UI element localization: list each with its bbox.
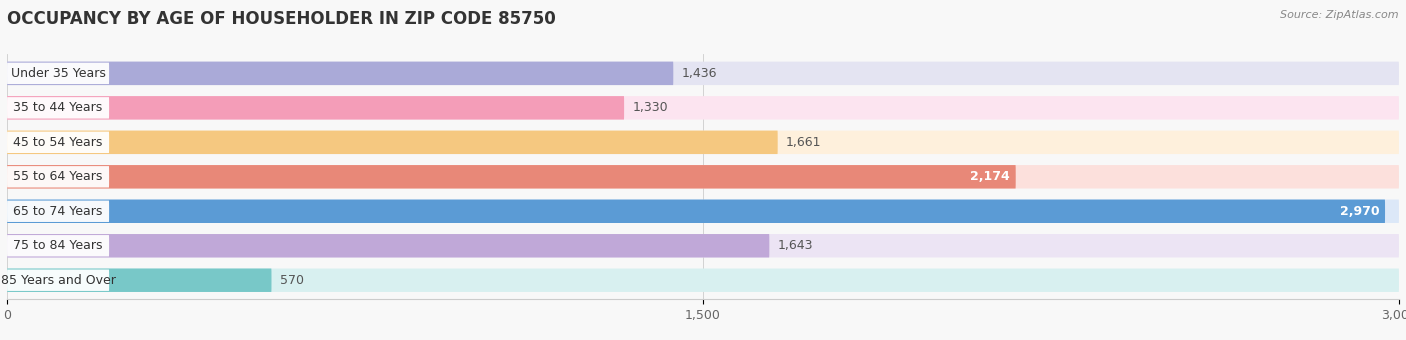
Text: 55 to 64 Years: 55 to 64 Years <box>14 170 103 183</box>
FancyBboxPatch shape <box>7 201 110 222</box>
FancyBboxPatch shape <box>7 96 624 120</box>
FancyBboxPatch shape <box>7 131 778 154</box>
Text: 1,643: 1,643 <box>778 239 813 252</box>
FancyBboxPatch shape <box>7 269 271 292</box>
Text: 45 to 54 Years: 45 to 54 Years <box>14 136 103 149</box>
FancyBboxPatch shape <box>7 97 110 119</box>
FancyBboxPatch shape <box>7 132 110 153</box>
FancyBboxPatch shape <box>7 166 110 187</box>
Text: 2,970: 2,970 <box>1340 205 1379 218</box>
FancyBboxPatch shape <box>7 234 1399 257</box>
FancyBboxPatch shape <box>7 270 110 291</box>
Text: 1,661: 1,661 <box>786 136 821 149</box>
Text: 1,436: 1,436 <box>682 67 717 80</box>
FancyBboxPatch shape <box>7 200 1399 223</box>
Text: Under 35 Years: Under 35 Years <box>11 67 105 80</box>
Text: 35 to 44 Years: 35 to 44 Years <box>14 101 103 114</box>
FancyBboxPatch shape <box>7 62 1399 85</box>
FancyBboxPatch shape <box>7 200 1385 223</box>
FancyBboxPatch shape <box>7 131 1399 154</box>
Text: OCCUPANCY BY AGE OF HOUSEHOLDER IN ZIP CODE 85750: OCCUPANCY BY AGE OF HOUSEHOLDER IN ZIP C… <box>7 10 555 28</box>
FancyBboxPatch shape <box>7 63 110 84</box>
Text: 570: 570 <box>280 274 304 287</box>
FancyBboxPatch shape <box>7 165 1015 188</box>
FancyBboxPatch shape <box>7 234 769 257</box>
Text: 65 to 74 Years: 65 to 74 Years <box>14 205 103 218</box>
Text: 2,174: 2,174 <box>970 170 1010 183</box>
Text: Source: ZipAtlas.com: Source: ZipAtlas.com <box>1281 10 1399 20</box>
FancyBboxPatch shape <box>7 235 110 256</box>
FancyBboxPatch shape <box>7 269 1399 292</box>
Text: 1,330: 1,330 <box>633 101 668 114</box>
FancyBboxPatch shape <box>7 165 1399 188</box>
Text: 85 Years and Over: 85 Years and Over <box>0 274 115 287</box>
FancyBboxPatch shape <box>7 62 673 85</box>
Text: 75 to 84 Years: 75 to 84 Years <box>13 239 103 252</box>
FancyBboxPatch shape <box>7 96 1399 120</box>
